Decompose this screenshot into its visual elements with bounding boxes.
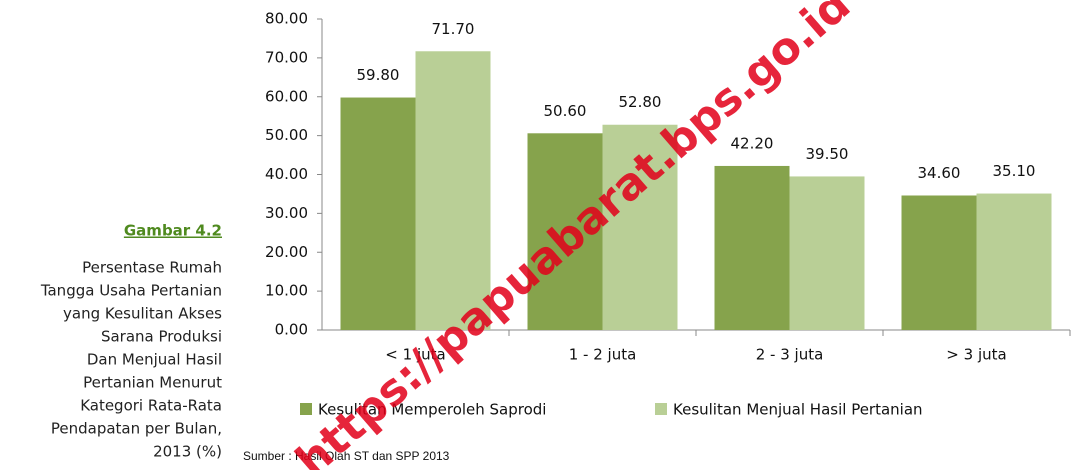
value-label: 42.20 — [731, 134, 774, 152]
bar — [415, 51, 491, 331]
bar — [976, 193, 1052, 330]
value-label: 59.80 — [357, 66, 400, 84]
y-tick-label: 30.00 — [265, 204, 308, 222]
caption-line: Pendapatan per Bulan, — [51, 420, 222, 438]
x-tick-label: > 3 juta — [946, 346, 1006, 364]
value-label: 34.60 — [918, 164, 961, 182]
bar — [714, 165, 790, 330]
y-tick-label: 60.00 — [265, 87, 308, 105]
x-tick-label: < 1 juta — [385, 346, 445, 364]
caption-line: Persentase Rumah — [82, 259, 222, 277]
y-tick-label: 20.00 — [265, 243, 308, 261]
legend-swatch — [655, 403, 667, 415]
bar — [789, 176, 865, 330]
value-label: 71.70 — [432, 20, 475, 38]
value-label: 52.80 — [619, 93, 662, 111]
y-tick-label: 0.00 — [275, 321, 308, 339]
y-tick-label: 70.00 — [265, 48, 308, 66]
figure-label: Gambar 4.2 — [124, 222, 222, 240]
caption-line: Sarana Produksi — [101, 328, 222, 346]
caption-line: 2013 (%) — [153, 443, 222, 461]
bar — [602, 124, 678, 331]
legend-label: Kesulitan Memperoleh Saprodi — [318, 401, 546, 419]
bar — [527, 133, 603, 330]
legend-label: Kesulitan Menjual Hasil Pertanian — [673, 401, 923, 419]
source: Sumber : Hasil Olah ST dan SPP 2013 — [243, 449, 450, 463]
bar — [340, 97, 416, 330]
legend-swatch — [300, 403, 312, 415]
caption-line: Pertanian Menurut — [83, 374, 222, 392]
caption-line: Kategori Rata-Rata — [80, 397, 222, 415]
value-label: 50.60 — [544, 102, 587, 120]
y-tick-label: 40.00 — [265, 165, 308, 183]
value-label: 39.50 — [806, 145, 849, 163]
x-tick-label: 1 - 2 juta — [569, 346, 637, 364]
y-tick-label: 50.00 — [265, 126, 308, 144]
caption-line: Tangga Usaha Pertanian — [40, 282, 222, 300]
caption-line: Dan Menjual Hasil — [87, 351, 222, 369]
y-tick-label: 10.00 — [265, 282, 308, 300]
caption-line: yang Kesulitan Akses — [63, 305, 222, 323]
y-tick-label: 80.00 — [265, 10, 308, 28]
x-tick-label: 2 - 3 juta — [756, 346, 824, 364]
bar — [901, 195, 977, 330]
value-label: 35.10 — [993, 162, 1036, 180]
